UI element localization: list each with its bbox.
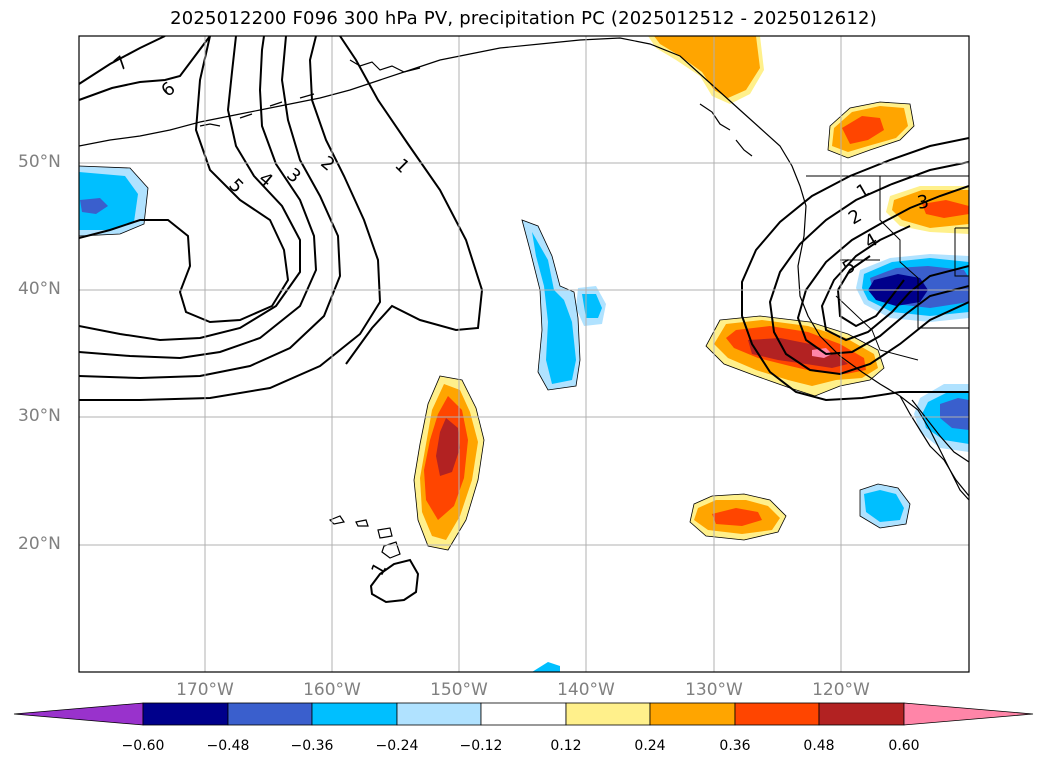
lat-label: 50°N — [18, 152, 61, 172]
contour-label: 5 — [224, 175, 247, 198]
contour-label: 7 — [110, 52, 132, 75]
colorbar-tick-label: 0.12 — [550, 738, 582, 754]
lon-label: 170°W — [176, 680, 234, 700]
coastlines — [79, 37, 969, 559]
colorbar-tick-label: −0.12 — [459, 738, 503, 754]
colorbar-extend-left — [13, 702, 144, 726]
colorbar-extend-right — [903, 702, 1034, 726]
colorbar-bin — [734, 702, 820, 726]
colorbar-tick-label: −0.24 — [375, 738, 419, 754]
colorbar-tick-label: −0.36 — [290, 738, 334, 754]
lon-label: 130°W — [685, 680, 743, 700]
map-frame — [78, 35, 970, 673]
colorbar-tick-label: −0.48 — [206, 738, 250, 754]
lon-label: 140°W — [557, 680, 615, 700]
precip-contour-lines — [79, 101, 915, 551]
contour-label: 1 — [367, 559, 391, 579]
map-content: 7 6 5 4 3 2 1 1 1 2 3 4 5 — [79, 36, 969, 672]
lon-label: 120°W — [812, 680, 870, 700]
colorbar — [13, 702, 1034, 726]
colorbar-tick-label: −0.60 — [121, 738, 165, 754]
lon-label: 160°W — [303, 680, 361, 700]
borders — [806, 175, 969, 361]
lat-label: 20°N — [18, 534, 61, 554]
colorbar-bin — [311, 702, 398, 726]
contour-label: 2 — [316, 152, 338, 175]
colorbar-tick-label: 0.48 — [803, 738, 835, 754]
contour-label: 2 — [845, 205, 865, 229]
colorbar-tick-label: 0.36 — [719, 738, 751, 754]
contour-label: 5 — [839, 255, 859, 279]
contour-label: 3 — [916, 191, 931, 214]
contour-label: 1 — [390, 155, 413, 178]
pv-contours — [79, 36, 969, 604]
colorbar-bin — [227, 702, 313, 726]
lat-label: 40°N — [18, 279, 61, 299]
colorbar-bin — [818, 702, 905, 726]
map-title: 2025012200 F096 300 hPa PV, precipitatio… — [170, 8, 877, 29]
colorbar-tick-label: 0.60 — [888, 738, 920, 754]
colorbar-bin — [565, 702, 651, 726]
contour-label: 3 — [282, 164, 304, 187]
colorbar-bin — [480, 702, 567, 726]
contour-label: 4 — [254, 168, 276, 191]
colorbar-tick-label: 0.24 — [634, 738, 666, 754]
colorbar-bin — [142, 702, 229, 726]
colorbar-bin — [649, 702, 736, 726]
lat-label: 30°N — [18, 406, 61, 426]
lon-label: 150°W — [430, 680, 488, 700]
graticule — [79, 36, 969, 672]
colorbar-bin — [396, 702, 482, 726]
contour-label: 6 — [157, 78, 179, 101]
